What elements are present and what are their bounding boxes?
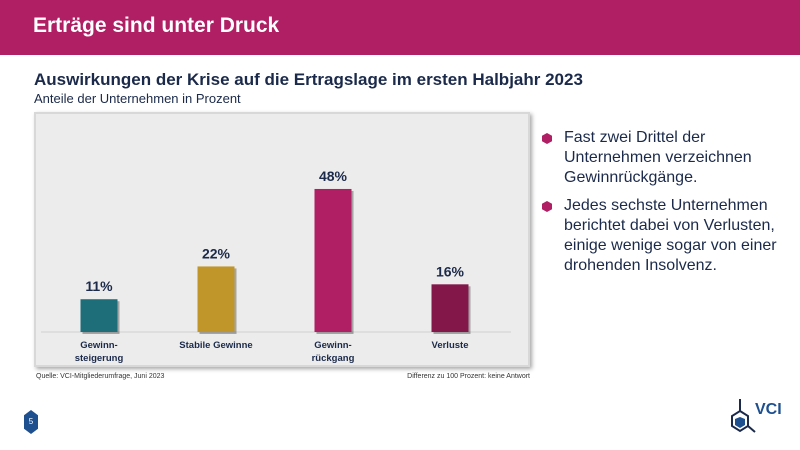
molecule-logo-icon xyxy=(731,399,756,433)
data-label: 48% xyxy=(319,168,348,184)
bar xyxy=(431,284,469,332)
data-label: 11% xyxy=(85,278,113,294)
difference-note: Differenz zu 100 Prozent: keine Antwort xyxy=(407,373,530,380)
category-label: rückgang xyxy=(312,353,355,364)
bar xyxy=(314,188,352,332)
source-note: Quelle: VCI-Mitgliederumfrage, Juni 2023 xyxy=(36,373,165,380)
header-bar: Erträge sind unter Druck xyxy=(0,0,800,55)
hexagon-bullet-icon xyxy=(542,201,552,212)
slide-title: Erträge sind unter Druck xyxy=(33,14,280,37)
bullet-item: Fast zwei Drittel der Unternehmen verzei… xyxy=(542,128,792,188)
category-label: Gewinn- xyxy=(80,340,117,351)
category-label: Gewinn- xyxy=(314,340,351,351)
bullet-text: Jedes sechste Unternehmen berichtet dabe… xyxy=(564,197,777,274)
bar xyxy=(80,299,118,332)
bullet-text: Fast zwei Drittel der Unternehmen verzei… xyxy=(564,129,752,186)
category-label: steigerung xyxy=(75,353,124,364)
data-label: 22% xyxy=(202,245,231,261)
bar-chart: 11% Gewinn-steigerung 22% Stabile Gewinne 48… xyxy=(41,168,511,364)
chart-area: 11% Gewinn-steigerung 22% Stabile Gewinne 48… xyxy=(34,112,530,367)
logo-text: VCI xyxy=(755,401,782,418)
category-label: Verluste xyxy=(432,340,469,351)
chart-title: Auswirkungen der Krise auf die Ertragsla… xyxy=(34,70,583,89)
chart-subtitle: Anteile der Unternehmen in Prozent xyxy=(34,91,241,106)
page-number: 5 xyxy=(24,410,38,434)
bullet-item: Jedes sechste Unternehmen berichtet dabe… xyxy=(542,196,792,276)
data-label: 16% xyxy=(436,263,465,279)
category-label: Stabile Gewinne xyxy=(179,340,252,351)
bar xyxy=(197,266,235,332)
vci-logo: VCI xyxy=(728,397,788,445)
hexagon-bullet-icon xyxy=(542,133,552,144)
bullet-list: Fast zwei Drittel der Unternehmen verzei… xyxy=(542,128,792,284)
